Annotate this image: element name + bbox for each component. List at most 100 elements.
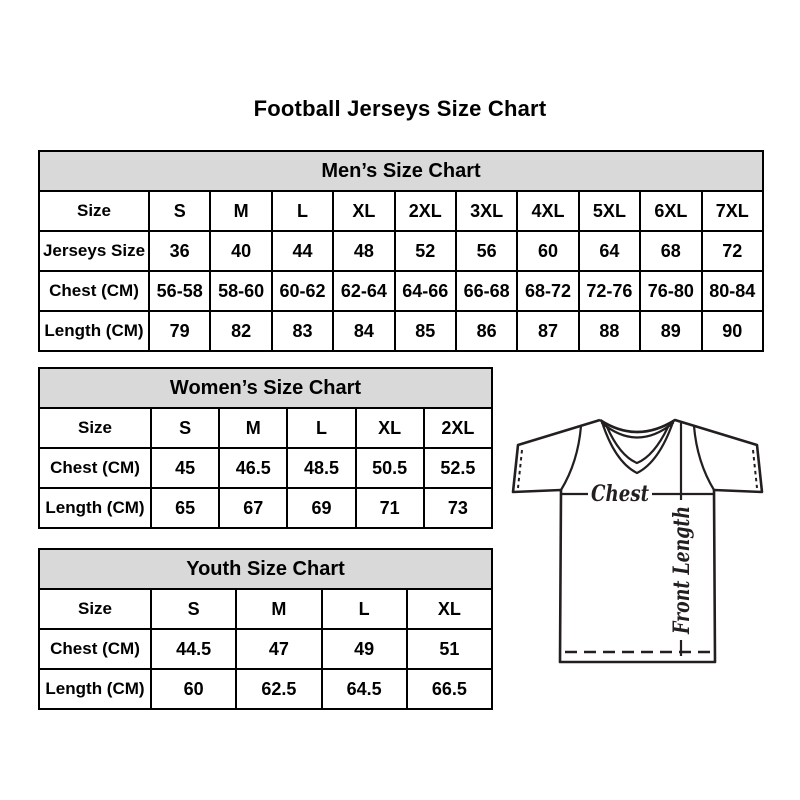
collar-icon [600,420,675,475]
column-header: 2XL [393,190,457,232]
youth-size-table: Youth Size Chart Size S M L XL Chest (CM) 44.5 4… [38,548,494,710]
column-header: XL [405,588,494,630]
table-cell: 62-64 [332,270,396,312]
column-header: 6XL [639,190,703,232]
jersey-diagram-icon: Chest Front Length [511,418,764,664]
table-cell: 72-76 [577,270,642,312]
table-row: Length (CM) 60 62.5 64.5 66.5 [38,668,494,710]
row-label: Chest (CM) [38,447,152,489]
table-cell: 89 [639,310,703,352]
table-cell: 90 [700,310,765,352]
row-label: Size [38,407,152,449]
table-cell: 85 [393,310,457,352]
table-cell: 84 [332,310,396,352]
table-cell: 71 [354,487,425,529]
table-cell: 60-62 [270,270,335,312]
table-row: Chest (CM) 56-58 58-60 60-62 62-64 64-66 66-68… [38,270,765,312]
table-cell: 62.5 [235,668,323,710]
table-cell: 67 [218,487,289,529]
table-cell: 83 [270,310,335,352]
mens-size-table: Men’s Size Chart Size S M L XL 2XL 3XL 4XL 5XL 6XL… [38,150,765,352]
front-length-label: Front Length [669,506,695,635]
table-cell: 56 [454,230,519,272]
row-label: Size [38,588,152,630]
table-cell: 36 [147,230,212,272]
chest-label: Chest [591,481,649,507]
table-cell: 60 [516,230,580,272]
page-title: Football Jerseys Size Chart [253,96,547,121]
row-label: Length (CM) [38,668,152,710]
table-cell: 69 [286,487,357,529]
chest-label-mask [588,482,652,506]
column-header: M [218,407,289,449]
table-cell: 44 [270,230,335,272]
table-cell: 80-84 [700,270,765,312]
column-header: 4XL [516,190,580,232]
table-cell: 66.5 [405,668,494,710]
row-label: Jerseys Size [38,230,150,272]
table-cell: 56-58 [147,270,212,312]
row-label: Length (CM) [38,310,150,352]
row-label: Chest (CM) [38,270,150,312]
table-row: Jerseys Size 36 40 44 48 52 56 60 64 68 72 [38,230,765,272]
armhole-seams-icon [560,425,715,491]
column-header: 7XL [700,190,765,232]
row-label: Size [38,190,150,232]
table-title: Men’s Size Chart [38,150,764,192]
column-header: S [149,588,238,630]
column-header: M [235,588,323,630]
womens-size-table: Women’s Size Chart Size S M L XL 2XL Chest (CM)… [38,367,494,529]
table-cell: 64.5 [320,668,408,710]
jersey-diagram: Chest Front Length [495,400,775,675]
table-row: Length (CM) 79 82 83 84 85 86 87 88 89 90 [38,310,765,352]
table-title: Youth Size Chart [38,548,493,590]
table-row: Length (CM) 65 67 69 71 73 [38,487,494,529]
column-header: 3XL [454,190,519,232]
table-cell: 82 [209,310,273,352]
table-cell: 48 [332,230,396,272]
table-cell: 66-68 [454,270,519,312]
table-row: Chest (CM) 45 46.5 48.5 50.5 52.5 [38,447,494,489]
table-cell: 64 [577,230,642,272]
table-cell: 86 [454,310,519,352]
front-length-label-mask [667,500,693,640]
table-cell: 68 [639,230,703,272]
row-label: Chest (CM) [38,628,152,670]
column-header: 2XL [422,407,494,449]
table-cell: 52.5 [422,447,494,489]
table-cell: 52 [393,230,457,272]
column-header: S [147,190,212,232]
column-header: S [149,407,221,449]
column-header: L [270,190,335,232]
column-header: M [209,190,273,232]
table-row: Chest (CM) 44.5 47 49 51 [38,628,494,670]
column-header: L [286,407,357,449]
row-label: Length (CM) [38,487,152,529]
table-cell: 60 [149,668,238,710]
table-cell: 51 [405,628,494,670]
column-header: 5XL [577,190,642,232]
table-cell: 48.5 [286,447,357,489]
column-header: L [320,588,408,630]
table-cell: 45 [149,447,221,489]
table-title: Women’s Size Chart [38,367,493,409]
table-cell: 87 [516,310,580,352]
table-cell: 76-80 [639,270,703,312]
table-cell: 64-66 [393,270,457,312]
column-header: XL [332,190,396,232]
front-length-label-group: Front Length [667,500,695,640]
table-cell: 58-60 [209,270,273,312]
table-cell: 49 [320,628,408,670]
table-cell: 79 [147,310,212,352]
table-cell: 46.5 [218,447,289,489]
table-cell: 73 [422,487,494,529]
table-cell: 68-72 [516,270,580,312]
column-header: XL [354,407,425,449]
table-cell: 47 [235,628,323,670]
table-cell: 72 [700,230,765,272]
jersey-outline-icon [511,418,764,664]
table-cell: 88 [577,310,642,352]
table-cell: 40 [209,230,273,272]
table-cell: 65 [149,487,221,529]
table-cell: 50.5 [354,447,425,489]
